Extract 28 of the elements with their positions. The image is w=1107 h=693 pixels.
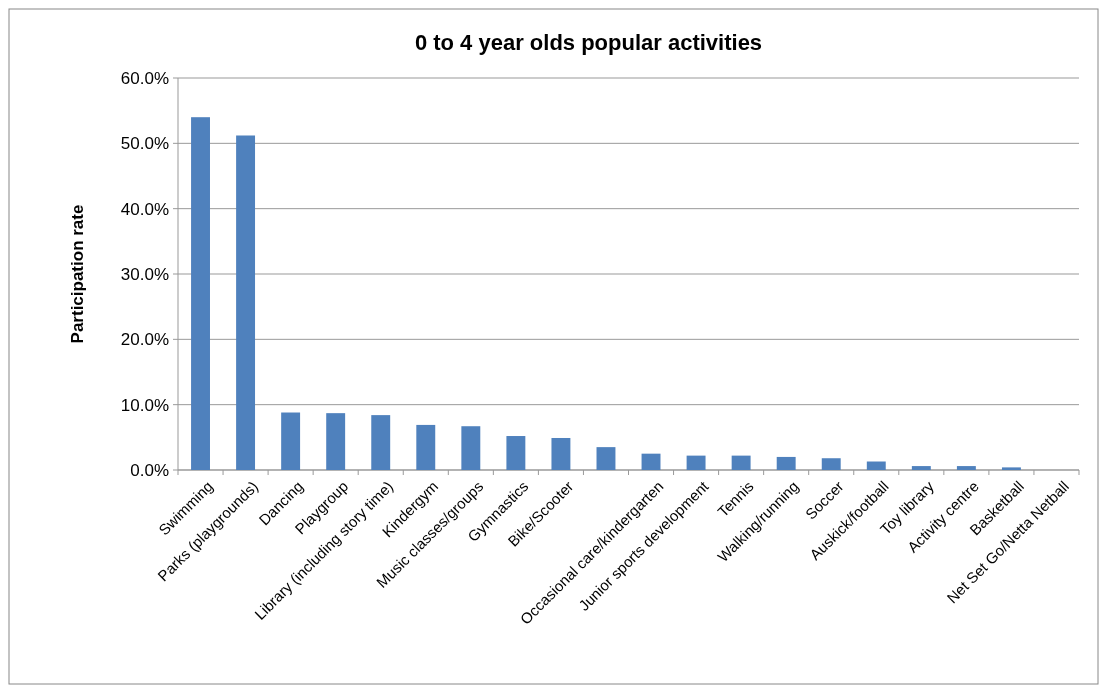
bar	[191, 117, 210, 470]
y-tick-label: 60.0%	[120, 68, 169, 88]
bar	[776, 456, 796, 470]
y-tick-label: 20.0%	[120, 330, 169, 350]
bar	[821, 458, 841, 470]
bar	[236, 135, 256, 470]
chart-title: 0 to 4 year olds popular activities	[414, 30, 763, 55]
bar	[506, 436, 526, 470]
bar	[1001, 467, 1021, 470]
bar	[866, 461, 886, 470]
y-tick-label: 50.0%	[120, 134, 169, 154]
bar	[911, 466, 931, 470]
y-axis-title: Participation rate	[68, 204, 87, 344]
bar	[551, 437, 571, 470]
bar	[686, 455, 706, 470]
bar	[281, 412, 301, 470]
bar	[956, 466, 976, 470]
bar	[326, 413, 346, 470]
bar	[596, 447, 616, 470]
y-tick-label: 0.0%	[130, 460, 169, 480]
y-tick-label: 40.0%	[120, 199, 169, 219]
bar	[461, 426, 481, 470]
bar	[416, 424, 436, 470]
y-tick-label: 10.0%	[120, 395, 169, 415]
bar	[731, 455, 751, 470]
bar	[641, 453, 661, 470]
bar	[371, 415, 391, 470]
y-tick-label: 30.0%	[120, 264, 169, 284]
